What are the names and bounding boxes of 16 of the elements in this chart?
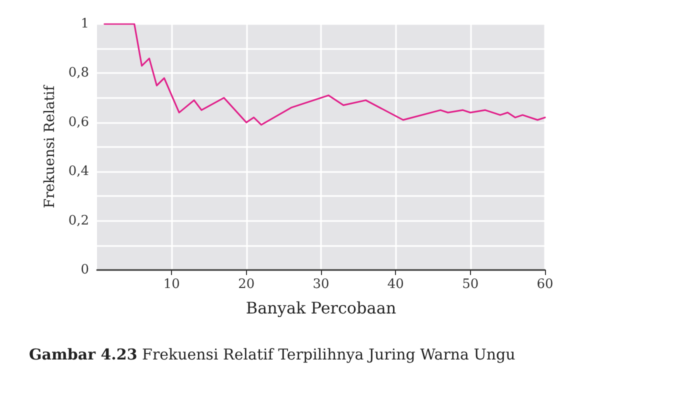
y-tick-label: 1 bbox=[80, 16, 89, 32]
line-series bbox=[104, 23, 546, 126]
y-tick-label: 0,4 bbox=[68, 164, 89, 180]
x-tick-label: 60 bbox=[536, 277, 554, 292]
y-tick-label: 0,6 bbox=[68, 114, 89, 130]
x-axis-title: Banyak Percobaan bbox=[246, 298, 396, 318]
x-tick-label: 40 bbox=[387, 277, 404, 292]
y-axis-title: Frekuensi Relatif bbox=[42, 84, 58, 208]
y-tick-label: 0,2 bbox=[68, 213, 89, 228]
x-tick-label: 20 bbox=[238, 277, 255, 292]
text: Gambar 4.23 Frekuensi Relatif Terpilihnya Juring Warna Ungu bbox=[29, 346, 516, 364]
x-tick-label: 30 bbox=[312, 277, 330, 292]
x-tick-label: 10 bbox=[163, 277, 180, 292]
x-tick-label: 50 bbox=[462, 277, 479, 292]
y-tick-label: 0 bbox=[80, 262, 89, 278]
y-tick-label: 0,8 bbox=[68, 66, 89, 81]
